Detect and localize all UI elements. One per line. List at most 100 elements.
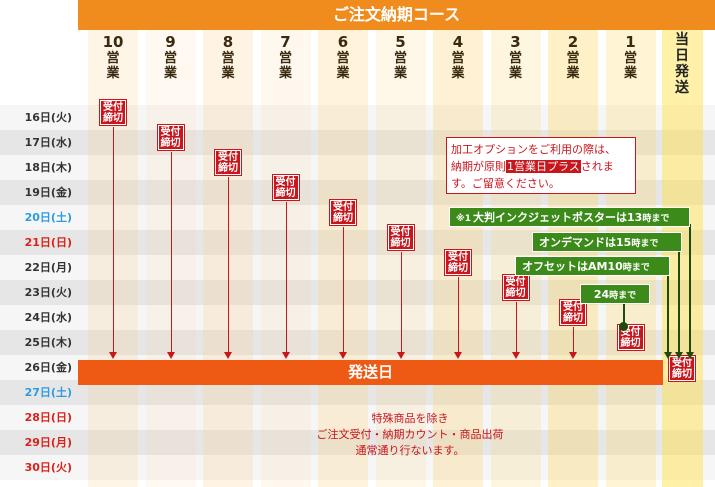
tag-suffix: 時まで [631, 239, 659, 249]
business-days-label-char: 営 [566, 51, 580, 66]
business-days-count: 9 [165, 33, 176, 51]
date-label: 16日(火) [24, 111, 72, 124]
holiday-note-line3: 通常通り行ないます。 [355, 444, 465, 457]
cutoff-line2: 締切 [275, 188, 296, 199]
date-label: 29日(月) [24, 436, 72, 449]
cutoff-line2: 締切 [505, 288, 526, 299]
order-cutoff-badge: 受付 締切 [157, 125, 184, 150]
24h-deadline-tag: 24時まで [580, 284, 650, 304]
arrow-line [573, 327, 574, 352]
order-cutoff-badge: 受付 締切 [215, 150, 241, 175]
date-row [0, 305, 715, 330]
date-label: 20日(土) [24, 211, 72, 224]
date-row [0, 330, 715, 355]
green-arrowhead [686, 352, 694, 359]
today-char: 送 [675, 80, 689, 96]
offset-deadline-tag: オフセットはAM10時まで [515, 256, 670, 276]
date-row [0, 430, 715, 455]
business-days-label-char: 業 [336, 66, 350, 81]
arrow-line [285, 202, 287, 352]
order-cutoff-badge: 受付 締切 [445, 250, 471, 275]
cutoff-line2: 締切 [390, 238, 411, 249]
green-line [689, 224, 691, 352]
tag-main: オンデマンドは15 [539, 236, 632, 249]
option-note-line2: 納期が原則1営業日プラスされま [451, 158, 631, 175]
business-days-label-char: 業 [451, 66, 465, 81]
order-cutoff-badge: 受付 締切 [387, 225, 414, 250]
tag-main: 24 [593, 288, 610, 301]
cutoff-line2: 締切 [448, 263, 468, 274]
business-days-label-char: 営 [451, 51, 465, 66]
arrow-line [400, 252, 402, 352]
business-days-count: 3 [510, 33, 521, 51]
business-days-label-char: 業 [278, 66, 292, 81]
arrow-head [511, 352, 520, 359]
date-label: 26日(金) [24, 361, 72, 374]
cutoff-line1: 受付 [672, 358, 692, 369]
cutoff-line1: 受付 [390, 227, 411, 238]
holiday-note: 特殊商品を除き ご注文受付・納期カウント・商品出荷 通常通り行ないます。 [230, 411, 590, 459]
header-bar [78, 0, 715, 30]
cutoff-line2: 締切 [620, 338, 641, 349]
business-days-label-char: 営 [623, 51, 637, 66]
business-days-label-char: 業 [508, 66, 522, 81]
today-char: 発 [675, 64, 689, 80]
option-note-highlight: 1営業日プラス [506, 160, 581, 173]
arrow-line [515, 302, 517, 352]
cutoff-line1: 受付 [620, 327, 641, 338]
tag-main: オフセットはAM10 [522, 260, 623, 273]
shipping-day-bar [78, 360, 663, 385]
business-days-label-char: 営 [393, 51, 407, 66]
order-cutoff-badge: 受付 締切 [100, 100, 126, 125]
order-cutoff-badge: 受付 締切 [560, 300, 586, 325]
business-days-label-char: 営 [163, 51, 177, 66]
option-note-box: 加工オプションをご利用の際は、 納期が原則1営業日プラスされま す。ご留意くださ… [446, 137, 636, 194]
arrow-head [109, 352, 117, 359]
cutoff-line2: 締切 [333, 213, 353, 224]
green-line [678, 248, 680, 352]
business-days-label-char: 業 [106, 66, 120, 81]
tag-suffix: 時まで [622, 263, 650, 273]
cutoff-line2: 締切 [218, 163, 238, 174]
tag-prefix: ※1 [456, 214, 472, 224]
cutoff-line1: 受付 [160, 127, 181, 138]
date-label: 25日(木) [24, 336, 72, 349]
cutoff-line1: 受付 [103, 102, 123, 113]
arrow-head [396, 352, 405, 359]
tag-main: 大判インクジェットポスターは13 [473, 211, 643, 224]
holiday-note-line1: 特殊商品を除き [371, 412, 449, 425]
cutoff-line2: 締切 [563, 313, 583, 324]
green-line [667, 273, 669, 352]
tag-suffix: 時まで [609, 291, 637, 301]
business-days-label-char: 営 [106, 51, 120, 66]
arrow-head [454, 352, 462, 359]
business-days-count: 2 [567, 33, 579, 51]
order-cutoff-badge: 受付 締切 [502, 275, 529, 300]
on-demand-deadline-tag: オンデマンドは15時まで [532, 232, 682, 252]
tag-suffix: 時まで [642, 214, 670, 224]
green-arrowhead [675, 352, 683, 359]
arrow-line [113, 127, 114, 352]
arrow-head [569, 352, 577, 359]
date-label: 17日(水) [24, 136, 72, 149]
order-cutoff-badge: 受付 締切 [330, 200, 356, 225]
arrow-line [170, 152, 172, 352]
cutoff-line1: 受付 [505, 277, 526, 288]
cutoff-line1: 受付 [333, 202, 353, 213]
order-cutoff-badge: 受付 締切 [272, 175, 299, 200]
option-note-line3: す。ご留意ください。 [451, 177, 560, 190]
header-title: ご注文納期コース [332, 5, 461, 24]
date-row [0, 455, 715, 480]
arrow-head [339, 352, 347, 359]
date-label: 24日(水) [24, 311, 72, 324]
arrow-line [343, 227, 344, 352]
arrow-line [458, 277, 459, 352]
date-label: 28日(日) [24, 411, 72, 424]
